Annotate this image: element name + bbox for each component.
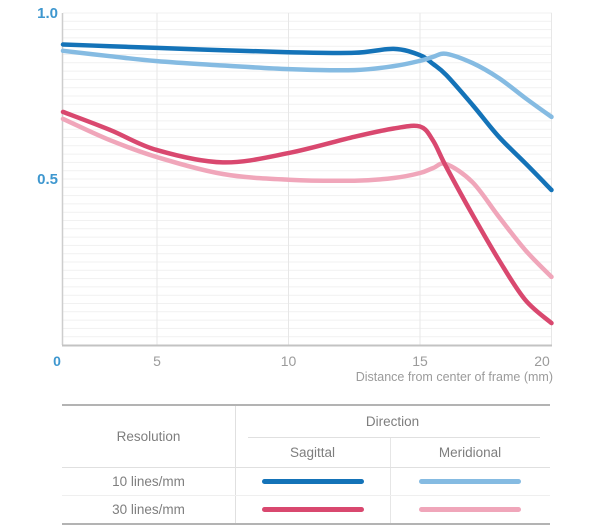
y-tick-label: 0.5 (37, 171, 58, 188)
table-divider-direction (390, 438, 391, 523)
x-tick-label: 0 (53, 353, 61, 369)
table-row-line (62, 495, 550, 496)
swatch-30-meridional (419, 506, 521, 512)
x-tick-label: 5 (153, 353, 161, 369)
legend-table: Resolution Direction Sagittal Meridional… (62, 404, 550, 525)
table-row (390, 467, 550, 495)
row-label-30-lines: 30 lines/mm (112, 501, 185, 517)
swatch-10-sagittal (261, 478, 364, 484)
curve-1 (60, 48, 554, 120)
x-tick-label: 15 (412, 353, 428, 369)
direction-header: Direction (365, 414, 420, 429)
table-header-line (62, 467, 550, 468)
table-row (235, 467, 390, 495)
curve-2 (60, 109, 554, 326)
swatch-30-sagittal (261, 506, 364, 512)
column-header-meridional: Meridional (438, 444, 502, 460)
table-row (390, 495, 550, 523)
resolution-header: Resolution (116, 429, 181, 444)
direction-underline (248, 437, 540, 438)
column-header-sagittal: Sagittal (289, 444, 336, 460)
swatch-10-meridional (419, 478, 521, 484)
x-tick-label: 20 (534, 353, 550, 369)
curve-0 (60, 42, 554, 193)
y-tick-label: 1.0 (37, 5, 58, 22)
curve-3 (60, 116, 554, 280)
table-row (235, 495, 390, 523)
table-divider-resolution (235, 406, 236, 523)
mtf-chart: 1.0 0.5 0 5 10 15 20 Distance from center of fr… (37, 5, 554, 384)
row-label-10-lines: 10 lines/mm (112, 473, 185, 489)
x-axis-title: Distance from center of frame (mm) (356, 370, 553, 384)
x-tick-label: 10 (281, 353, 297, 369)
